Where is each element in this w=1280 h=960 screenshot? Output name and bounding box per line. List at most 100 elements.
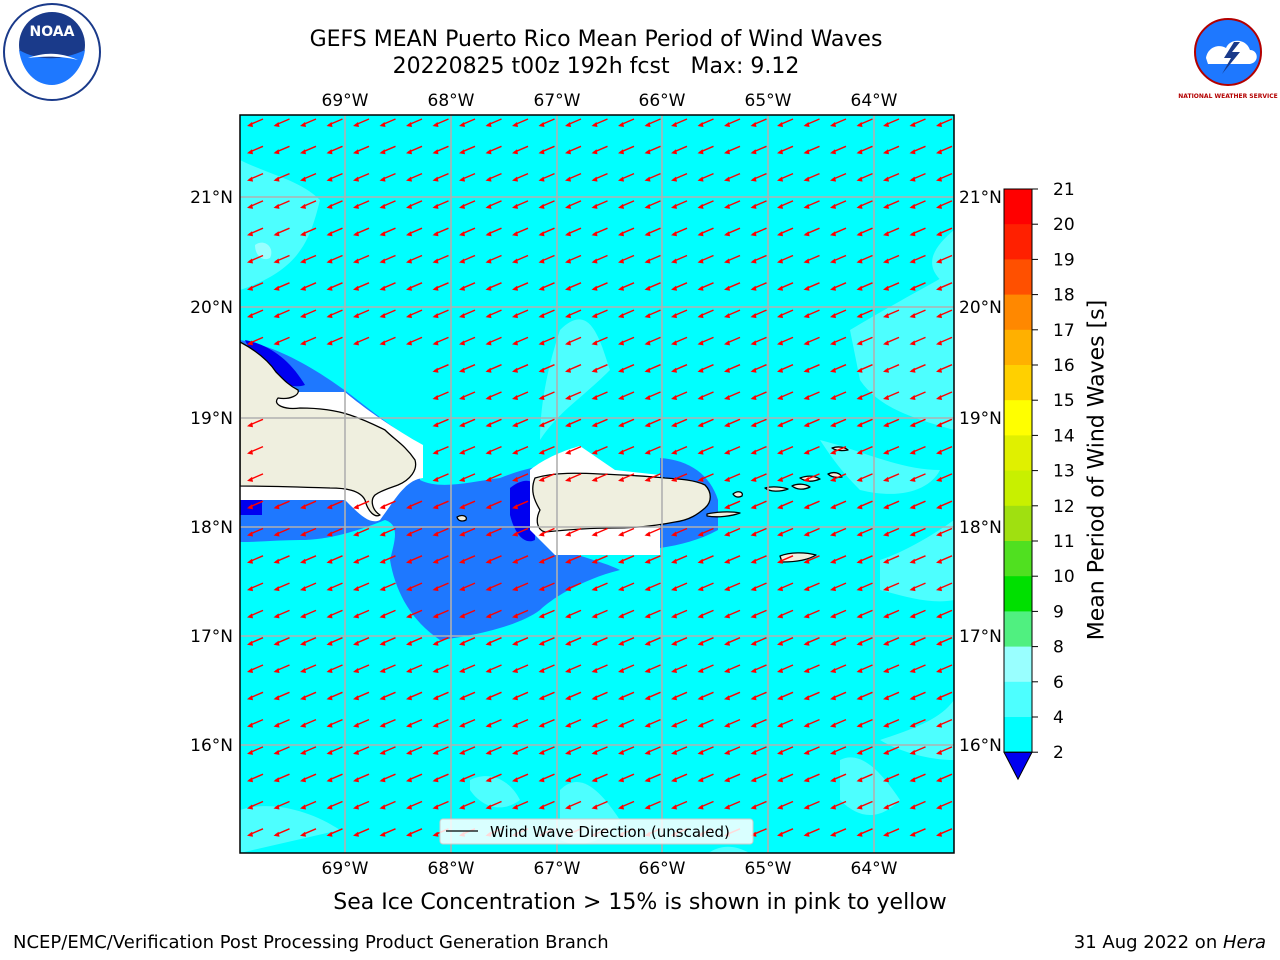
colorbar-segment: [1004, 400, 1032, 436]
wind-arrow-head: [538, 231, 545, 237]
wind-arrow-head: [909, 640, 916, 646]
wind-arrow-head: [485, 668, 492, 673]
wind-arrow-head: [644, 668, 651, 673]
colorbar-tick-label: 9: [1053, 602, 1064, 622]
wind-arrow-head: [300, 777, 306, 783]
wind-arrow-head: [538, 203, 545, 209]
wind-arrow-head: [406, 285, 412, 291]
wind-arrow-head: [300, 176, 306, 182]
wind-arrow-head: [671, 558, 677, 564]
lon-label-68w: 68°W: [428, 859, 475, 879]
wind-arrow-head: [565, 640, 571, 646]
wind-arrow-head: [512, 749, 518, 755]
wind-arrow-head: [671, 340, 677, 346]
wind-arrow-head: [591, 340, 598, 346]
wind-arrow-head: [936, 777, 942, 783]
wind-arrow-head: [485, 476, 492, 482]
wind-arrow-head: [353, 668, 359, 673]
wind-arrow-head: [591, 695, 598, 701]
graticule: [240, 115, 954, 853]
wind-arrow-head: [724, 395, 730, 400]
wind-arrow-head: [697, 777, 704, 783]
wind-arrow-head: [512, 176, 518, 182]
wind-arrow-head: [936, 695, 942, 701]
wind-arrow-head: [512, 613, 518, 619]
wind-arrow-head: [697, 422, 704, 428]
wind-arrow-head: [777, 285, 783, 291]
wind-arrow-head: [247, 831, 253, 837]
wind-arrow-head: [644, 695, 651, 701]
wind-arrow-head: [591, 149, 598, 155]
wind-arrow-head: [671, 367, 677, 373]
wind-arrow-head: [803, 722, 810, 728]
wind-arrow-head: [830, 340, 836, 346]
wind-arrow-head: [459, 777, 465, 783]
wind-arrow-head: [565, 176, 571, 182]
lon-labels-top: 69°W 68°W 67°W 66°W 65°W 64°W: [322, 91, 898, 111]
wind-arrow-head: [406, 777, 412, 783]
wind-arrow-head: [512, 722, 518, 728]
wind-arrow-head: [671, 695, 677, 701]
wind-arrow-head: [883, 203, 889, 209]
wind-arrow-head: [671, 476, 677, 482]
wind-arrow-head: [273, 231, 280, 237]
wind-arrow-head: [777, 422, 783, 428]
wind-arrow-head: [856, 258, 863, 264]
period-band-8-9: [255, 242, 272, 260]
st-thomas: [764, 486, 789, 492]
wind-arrow-head: [538, 586, 545, 592]
lon-label-68w: 68°W: [428, 91, 475, 111]
wind-arrow-head: [565, 558, 571, 564]
wind-arrow-head: [936, 122, 942, 127]
wind-arrow-head: [353, 203, 359, 209]
wind-arrow-head: [697, 695, 704, 701]
wind-arrow-head: [273, 203, 280, 209]
wind-arrow-head: [591, 449, 598, 455]
wind-arrow-head: [936, 504, 942, 510]
lon-labels-bottom: 69°W 68°W 67°W 66°W 65°W 64°W: [322, 859, 898, 879]
wind-arrow-head: [750, 722, 757, 728]
wind-arrow-head: [644, 531, 651, 537]
wind-arrow-head: [485, 258, 492, 264]
wind-arrow-head: [803, 340, 810, 346]
wind-arrow-head: [459, 722, 465, 728]
wind-arrow-head: [379, 313, 386, 319]
wind-arrow-head: [909, 367, 916, 373]
wind-arrow-head: [777, 313, 783, 319]
noaa-logo-text: NOAA: [30, 24, 75, 40]
wind-arrow-head: [406, 231, 412, 237]
wind-arrow-head: [300, 313, 306, 319]
period-band-below-2: [240, 340, 535, 542]
page-title: GEFS MEAN Puerto Rico Mean Period of Win…: [309, 27, 883, 52]
lat-label-21n: 21°N: [959, 188, 1002, 208]
wind-arrow-head: [724, 258, 730, 264]
wind-arrow-head: [565, 122, 571, 127]
wind-arrow-head: [750, 313, 757, 319]
footer-host: Hera: [1222, 932, 1266, 953]
wind-arrow-head: [803, 695, 810, 701]
wind-arrow-head: [618, 449, 624, 455]
wind-arrow-head: [247, 285, 253, 291]
wind-arrow-head: [326, 203, 333, 209]
wind-arrow-head: [909, 285, 916, 291]
wind-arrow-head: [803, 313, 810, 319]
wind-arrow-head: [591, 231, 598, 237]
wind-arrow-head: [883, 340, 889, 346]
wind-arrow-head: [591, 313, 598, 319]
wind-arrow-head: [591, 640, 598, 646]
st-croix: [779, 552, 817, 563]
wind-arrow-head: [803, 203, 810, 209]
wind-arrow-head: [803, 285, 810, 291]
wind-arrow-head: [326, 313, 333, 319]
wind-arrow-head: [936, 367, 942, 373]
wind-arrow-head: [512, 777, 518, 783]
wind-arrow-head: [697, 203, 704, 209]
lon-label-67w: 67°W: [534, 91, 581, 111]
wind-arrow-head: [830, 422, 836, 428]
wind-arrow-head: [671, 613, 677, 619]
wind-arrow-head: [856, 203, 863, 209]
wind-arrow-head: [909, 668, 916, 673]
wind-arrow-head: [830, 176, 836, 182]
wind-arrow-head: [459, 313, 465, 319]
wind-arrow-head: [379, 149, 386, 155]
